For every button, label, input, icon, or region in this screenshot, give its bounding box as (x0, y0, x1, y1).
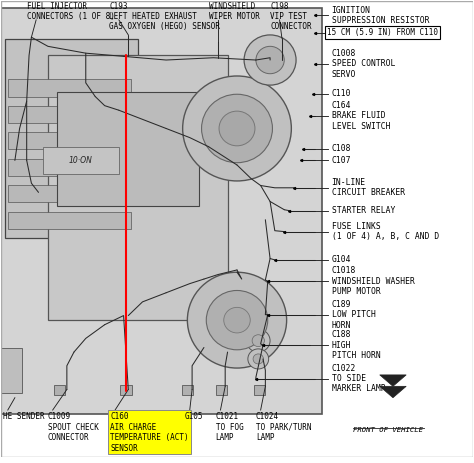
Text: C1021
TO FOG
LAMP: C1021 TO FOG LAMP (216, 413, 244, 442)
Polygon shape (380, 375, 406, 386)
Circle shape (256, 46, 284, 74)
Text: G104: G104 (331, 256, 351, 264)
Text: C1009
SPOUT CHECK
CONNECTOR: C1009 SPOUT CHECK CONNECTOR (48, 413, 99, 442)
Circle shape (201, 94, 273, 163)
Bar (8, 185, 131, 202)
Bar (8, 79, 131, 96)
Text: C160
AIR CHARGE
TEMPERATURE (ACT)
SENSOR: C160 AIR CHARGE TEMPERATURE (ACT) SENSOR (110, 413, 189, 452)
Bar (8, 132, 131, 150)
Text: C107: C107 (331, 156, 351, 165)
Text: HE SENDER: HE SENDER (3, 413, 45, 421)
Bar (54, 385, 65, 395)
Text: C1024
TO PARK/TURN
LAMP: C1024 TO PARK/TURN LAMP (256, 413, 311, 442)
Circle shape (182, 76, 292, 181)
Bar (8, 212, 131, 229)
Bar (182, 385, 193, 395)
Text: IN-LINE
CIRCUIT BREAKER: IN-LINE CIRCUIT BREAKER (331, 178, 405, 198)
Text: C1022
TO SIDE
MARKER LAMP: C1022 TO SIDE MARKER LAMP (331, 363, 385, 394)
Text: G105: G105 (185, 413, 203, 421)
Circle shape (246, 329, 270, 352)
Circle shape (244, 35, 296, 85)
Text: FUSE LINKS
(1 OF 4) A, B, C AND D: FUSE LINKS (1 OF 4) A, B, C AND D (331, 222, 439, 241)
Text: STARTER RELAY: STARTER RELAY (331, 206, 395, 215)
Circle shape (248, 349, 269, 369)
Text: 10·ON: 10·ON (69, 156, 93, 165)
Bar (8, 106, 131, 123)
Circle shape (224, 307, 250, 333)
Bar (57, 92, 199, 206)
Bar (43, 147, 119, 174)
Text: FUEL INJECTOR
CONNECTORS (1 OF 8): FUEL INJECTOR CONNECTORS (1 OF 8) (27, 1, 115, 21)
Text: IGNITION
SUPPRESSION RESISTOR: IGNITION SUPPRESSION RESISTOR (331, 6, 429, 25)
Text: C198
VIP TEST
CONNECTOR: C198 VIP TEST CONNECTOR (270, 1, 312, 31)
Text: C110: C110 (331, 89, 351, 98)
Text: C193
LEFT HEATED EXHAUST
GAS OXYGEN (HEGO) SENSOR: C193 LEFT HEATED EXHAUST GAS OXYGEN (HEG… (109, 1, 220, 31)
Text: WINDSHIELD
WIPER MOTOR: WINDSHIELD WIPER MOTOR (209, 1, 260, 21)
Text: FRONT OF VEHICLE: FRONT OF VEHICLE (353, 427, 423, 433)
Bar (48, 56, 228, 320)
Circle shape (187, 272, 287, 368)
Circle shape (219, 111, 255, 146)
Bar (216, 385, 227, 395)
Text: C1008
SPEED CONTROL
SERVO: C1008 SPEED CONTROL SERVO (331, 49, 395, 79)
Circle shape (206, 290, 268, 350)
Text: C188
HIGH
PITCH HORN: C188 HIGH PITCH HORN (331, 330, 380, 360)
Text: C164
BRAKE FLUID
LEVEL SWITCH: C164 BRAKE FLUID LEVEL SWITCH (331, 101, 390, 131)
Circle shape (253, 354, 264, 364)
Text: 15 CM (5.9 IN) FROM C110: 15 CM (5.9 IN) FROM C110 (327, 28, 438, 37)
Bar (120, 385, 132, 395)
Bar (254, 385, 265, 395)
Polygon shape (380, 386, 406, 398)
Bar (5, 39, 138, 238)
Text: C1018
WINDSHIELD WASHER
PUMP MOTOR: C1018 WINDSHIELD WASHER PUMP MOTOR (331, 266, 414, 296)
Bar (8, 159, 131, 176)
Text: C189
LOW PITCH
HORN: C189 LOW PITCH HORN (331, 300, 375, 330)
Bar (0, 348, 22, 393)
Text: C108: C108 (331, 144, 351, 153)
Bar (0, 7, 322, 413)
Circle shape (252, 335, 264, 347)
